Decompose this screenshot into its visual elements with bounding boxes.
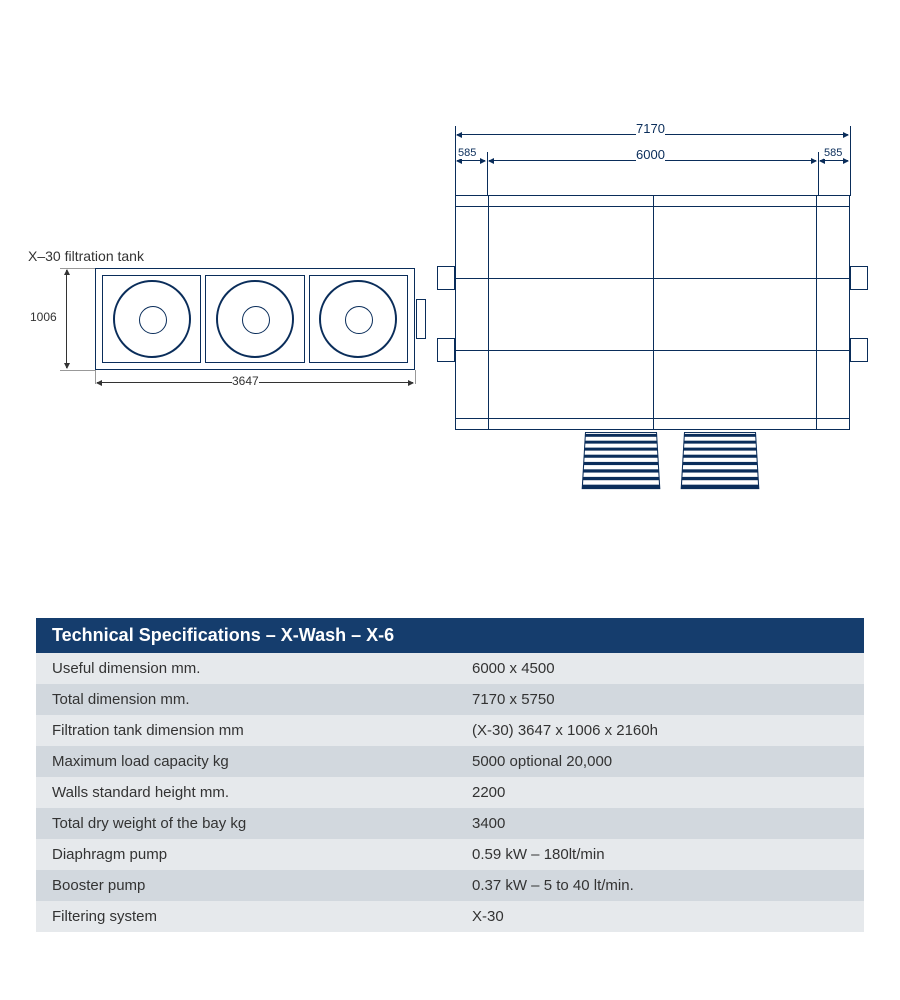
bay-side-left-label: 585 [458,147,476,159]
bay-wall-line [488,196,489,429]
spec-label: Total dimension mm. [36,684,466,715]
tank-chamber [309,275,408,363]
bay-rail-line [456,350,849,351]
bay-wall-line [816,196,817,429]
tank-lid-icon [216,280,294,358]
spec-label: Total dry weight of the bay kg [36,808,466,839]
bay-side-right-label: 585 [824,147,842,159]
dimension-line [66,270,67,368]
bay-support-icon [850,338,868,362]
extension-line [850,126,851,196]
tank-top-view [95,268,415,370]
spec-label: Booster pump [36,870,466,901]
spec-row: Booster pump0.37 kW – 5 to 40 lt/min. [36,870,864,901]
dimension-line [820,160,848,161]
tank-lid-icon [319,280,397,358]
bay-support-icon [437,266,455,290]
spec-title: Technical Specifications – X-Wash – X-6 [36,618,864,653]
spec-row: Useful dimension mm.6000 x 4500 [36,653,864,684]
tank-height-label: 1006 [30,310,57,324]
spec-value: 0.37 kW – 5 to 40 lt/min. [466,870,864,901]
spec-value: 6000 x 4500 [466,653,864,684]
tank-title: X–30 filtration tank [28,248,144,264]
tank-lid-icon [113,280,191,358]
bay-support-icon [850,266,868,290]
spec-value: 3400 [466,808,864,839]
spec-value: 7170 x 5750 [466,684,864,715]
spec-value: (X-30) 3647 x 1006 x 2160h [466,715,864,746]
tank-width-label: 3647 [232,374,259,388]
spec-label: Diaphragm pump [36,839,466,870]
spec-value: 2200 [466,777,864,808]
bay-rail-line [456,418,849,419]
spec-row: Total dimension mm.7170 x 5750 [36,684,864,715]
bay-rail-line [456,278,849,279]
spec-label: Walls standard height mm. [36,777,466,808]
spec-row: Walls standard height mm.2200 [36,777,864,808]
spec-row: Filtration tank dimension mm(X-30) 3647 … [36,715,864,746]
bay-center-line [653,196,654,429]
bay-rail-line [456,206,849,207]
ramp-icon [582,432,661,489]
spec-row: Filtering systemX-30 [36,901,864,932]
spec-value: 5000 optional 20,000 [466,746,864,777]
dimension-line [457,160,485,161]
tank-chamber [102,275,201,363]
spec-row: Diaphragm pump0.59 kW – 180lt/min [36,839,864,870]
bay-total-width-label: 7170 [636,121,665,136]
spec-label: Maximum load capacity kg [36,746,466,777]
tank-chamber [205,275,304,363]
extension-line [415,370,416,384]
tank-outlet-icon [416,299,426,339]
spec-value: 0.59 kW – 180lt/min [466,839,864,870]
spec-table: Technical Specifications – X-Wash – X-6 … [36,618,864,932]
bay-inner-width-label: 6000 [636,147,665,162]
spec-row: Total dry weight of the bay kg3400 [36,808,864,839]
ramp-icon [681,432,760,489]
extension-line [60,370,95,371]
bay-top-view [455,195,850,430]
spec-label: Filtration tank dimension mm [36,715,466,746]
spec-label: Filtering system [36,901,466,932]
spec-row: Maximum load capacity kg5000 optional 20… [36,746,864,777]
spec-value: X-30 [466,901,864,932]
bay-support-icon [437,338,455,362]
spec-label: Useful dimension mm. [36,653,466,684]
technical-drawings: X–30 filtration tank 3647 1006 7170 585 … [0,0,900,560]
